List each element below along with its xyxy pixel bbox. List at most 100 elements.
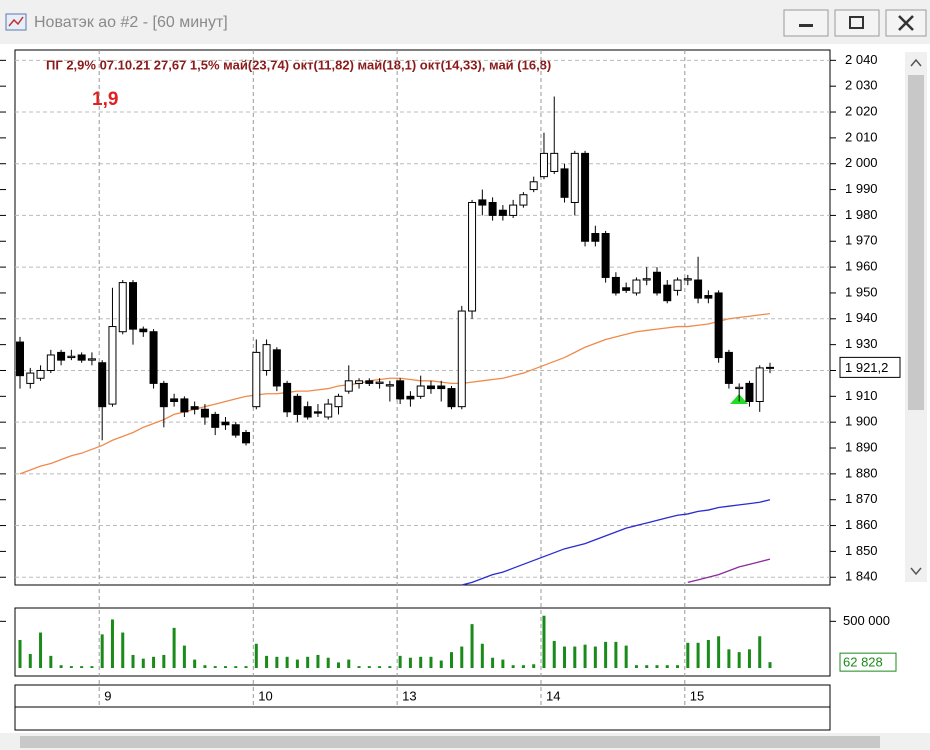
extra-row [14,706,831,731]
hscroll-thumb[interactable] [20,736,880,748]
volume-bar [552,640,556,668]
candle-body [396,380,405,400]
scroll-down[interactable] [910,567,922,576]
volume-bar [501,659,505,668]
candle-body [704,295,713,299]
candle-body [447,388,456,408]
volume-bar [727,649,731,668]
volume-bar [450,652,454,668]
volume-bar [542,615,546,668]
last-volume-label: 62 828 [843,655,883,670]
candle-body [570,152,579,203]
scroll-up[interactable] [910,58,922,67]
candle-body [221,421,230,426]
x-tick-label: 9 [104,688,111,703]
scroll-thumb[interactable] [908,75,924,410]
volume-bar [634,665,638,668]
y-tick-label: 2 040 [845,52,878,67]
candle-body [118,282,127,333]
volume-bar [275,656,279,668]
candle-body [560,168,569,198]
y-tick-label: 1 960 [845,259,878,274]
volume-bar [737,652,741,668]
candle-body [98,362,107,408]
volume-bar [460,646,464,668]
volume-bar [768,662,772,668]
volume-bar [295,659,299,668]
last-price-box [839,356,901,378]
candle-body [272,349,281,387]
candle-body [663,284,672,302]
x-tick-label: 15 [690,688,704,703]
candle-body [478,199,487,206]
volume-bar [254,643,258,668]
candle-body [170,398,179,402]
candle-body [591,233,600,242]
volume-bar [357,666,361,668]
volume-bar [706,640,710,668]
y-tick-label: 1 850 [845,543,878,558]
volume-bar [182,645,186,668]
y-tick-label: 1 900 [845,414,878,429]
x-tick-label: 14 [546,688,560,703]
candle-body [283,382,292,413]
candle-body [622,287,631,291]
volume-bar [347,659,351,668]
candle-body [231,424,240,436]
volume-bar [645,665,649,668]
y-tick-label: 1 890 [845,439,878,454]
y-tick-label: 1 860 [845,517,878,532]
candle-body [488,201,497,216]
last-volume-box [839,652,897,672]
candle-body [375,381,384,384]
candle-body [745,382,754,402]
candle-body [735,386,744,390]
volume-bar [285,656,289,668]
volume-bar [234,666,238,668]
candle-body [16,341,24,377]
volume-bar [532,664,536,668]
volume-bar [59,665,63,668]
volume-bar [573,646,577,668]
volume-bar [80,666,84,668]
moving-average [687,558,771,584]
y-tick-label: 1 950 [845,284,878,299]
volume-bar [265,655,269,668]
candle-body [334,395,343,408]
candle-body [87,358,96,361]
volume-bar [141,658,145,668]
y-tick-label: 1 910 [845,388,878,403]
volume-bar [439,660,443,668]
volume-bar [90,666,94,668]
window-icon-line [8,16,24,27]
candle-body [36,369,45,379]
volume-bar [563,646,567,668]
y-tick-label: 2 030 [845,78,878,93]
y-tick-label: 2 010 [845,129,878,144]
candle-body [57,351,66,361]
candle-body [355,380,364,384]
restore-button[interactable] [834,9,880,37]
volume-bar [429,656,433,668]
candle-body [242,432,251,444]
volume-bar [131,654,135,668]
volume-bar [583,644,587,668]
volume-bar [326,657,330,668]
candle-body [509,204,518,216]
candle-body [529,181,538,191]
volume-bar [203,665,207,668]
volume-bar [69,666,73,668]
candle-body [519,194,528,206]
volume-bar [223,666,227,668]
candle-body [385,384,394,387]
candle-body [652,271,661,294]
candle-body [550,152,559,172]
volume-bar [39,632,43,668]
y-tick-label: 1 870 [845,491,878,506]
candle-body [766,366,774,369]
y-tick-label: 1 970 [845,233,878,248]
minimize-button[interactable] [783,9,829,37]
volume-bar [121,632,125,668]
candle-body [129,282,138,330]
